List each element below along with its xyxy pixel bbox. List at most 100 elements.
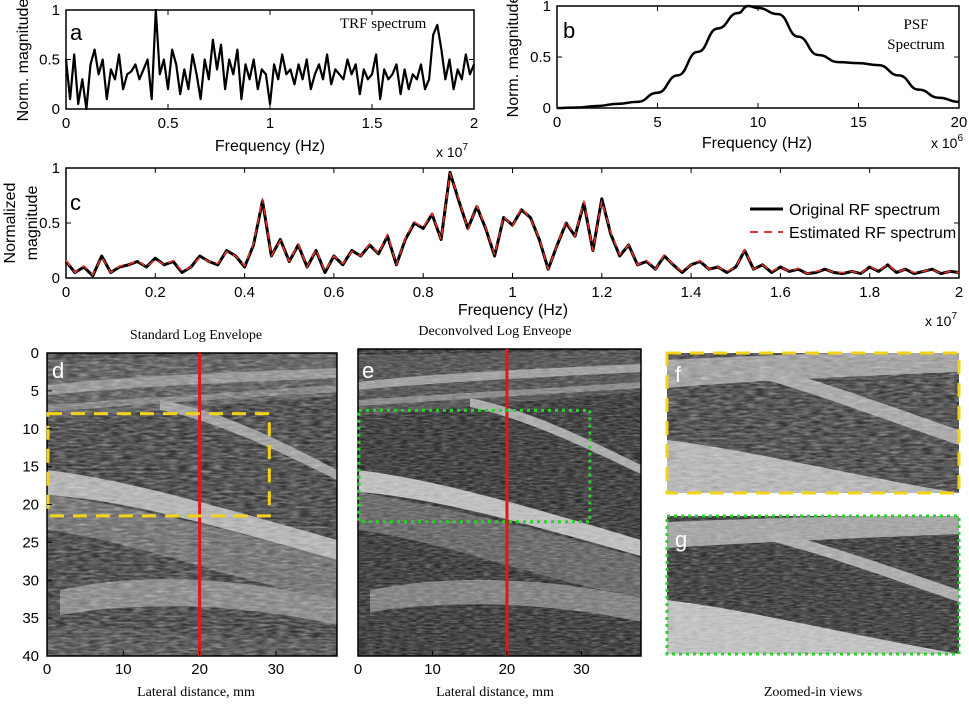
y-tick-label: 1: [52, 160, 60, 177]
x-tick-label: 15: [850, 114, 867, 131]
panel-d-xlabel: Lateral distance, mm: [137, 685, 255, 700]
panel-a-title: TRF spectrum: [340, 16, 427, 32]
x-tick-label: 20: [499, 661, 516, 678]
x-tick-label: 2: [955, 284, 963, 301]
x-tick-label: 0.4: [234, 284, 255, 301]
x-tick-label: 1.5: [362, 115, 383, 132]
panel-c-letter: c: [70, 190, 81, 215]
panel-b-x-ticks: 0 5 10 15 20: [553, 6, 968, 131]
x-tick-label: 0: [62, 115, 70, 132]
panel-e-image: [358, 349, 641, 656]
y-tick-label: 1: [543, 0, 551, 15]
panel-a-letter: a: [70, 20, 83, 45]
panel-d-letter: d: [52, 358, 64, 383]
panel-b-x-multiplier: x 106: [931, 133, 963, 151]
y-tick-label: 10: [22, 421, 39, 438]
panel-e: Deconvolved Log Enveope 0 10 20 30 e Latera…: [354, 324, 642, 700]
panel-d-image: [47, 353, 337, 656]
panel-e-letter: e: [362, 358, 374, 383]
panel-f: f: [665, 351, 961, 495]
panel-c: x 107 0 0.2 0.4 0.6 0.8 1 1.2 1.4 1.6 1.8 2 00.51 …: [2, 142, 963, 329]
x-tick-label: 1.2: [591, 284, 612, 301]
y-tick-label: 0: [52, 270, 60, 287]
panel-b-marks: [556, 4, 960, 110]
y-tick-label: 1: [52, 2, 60, 19]
x-tick-label: 30: [573, 661, 590, 678]
series-estimated-rf-line: [65, 172, 960, 276]
panel-e-overlay: [357, 349, 592, 656]
panel-c-ylabel-line-1: Normalized: [2, 183, 19, 264]
panel-f-image: [667, 353, 959, 493]
x-tick-label: 1.8: [859, 284, 880, 301]
roi-box: [357, 408, 592, 524]
x-tick-label: 0.2: [145, 284, 166, 301]
y-tick-label: 15: [22, 459, 39, 476]
y-tick-label: 0.5: [530, 49, 551, 66]
psf-spectrum-line: [556, 4, 960, 110]
panel-f-letter: f: [675, 362, 682, 387]
y-tick-label: 25: [22, 534, 39, 551]
panel-c-xlabel: Frequency (Hz): [458, 302, 568, 319]
panel-a: 0 0.5 1 1.5 2 00.51 a TRF spectrum Frequency…: [15, 0, 478, 155]
zoom-caption: Zoomed-in views: [764, 685, 862, 700]
panel-b-title-line-1: PSF: [903, 17, 928, 33]
y-tick-label: 0: [31, 345, 39, 362]
panel-d: Standard Log Envelope 0 10 20 30 0 5 10 15 20 25…: [22, 328, 338, 700]
panel-b-xlabel: Frequency (Hz): [702, 135, 812, 152]
panel-c-x-multiplier: x 107: [925, 311, 957, 329]
panel-a-x-ticks: 0 0.5 1 1.5 2: [62, 10, 478, 132]
panel-g: g: [665, 514, 961, 656]
panel-c-y-ticks: 00.51: [39, 160, 959, 287]
panel-d-y-ticks: 0 5 10 15 20 25 30 35 40: [22, 345, 52, 665]
panel-a-y-ticks: 00.51: [39, 2, 474, 118]
panel-g-letter: g: [675, 527, 687, 552]
panel-c-ylabel-line-2: magnitude: [24, 186, 41, 261]
x-tick-label: 1: [508, 284, 516, 301]
panel-c-top-multiplier: x 107: [436, 142, 468, 160]
panel-e-xlabel: Lateral distance, mm: [436, 685, 554, 700]
y-tick-label: 40: [22, 648, 39, 665]
panel-c-marks: [64, 170, 960, 278]
panel-e-frame: [357, 348, 642, 657]
panel-d-overlay: [46, 353, 271, 656]
y-tick-label: 0.5: [39, 215, 60, 232]
x-tick-label: 10: [424, 661, 441, 678]
x-tick-label: 0: [43, 661, 51, 678]
panel-b: 0 5 10 15 20 00.51 b PSF Spectrum Frequency …: [505, 0, 967, 152]
x-tick-label: 10: [750, 114, 767, 131]
x-tick-label: 0.5: [158, 115, 179, 132]
x-tick-label: 30: [268, 661, 285, 678]
x-tick-label: 5: [653, 114, 661, 131]
x-tick-label: 0: [553, 114, 561, 131]
legend-label-original: Original RF spectrum: [789, 202, 940, 219]
panel-c-legend: Original RF spectrum Estimated RF spectr…: [750, 202, 956, 242]
x-tick-label: 1: [266, 115, 274, 132]
legend-label-estimated: Estimated RF spectrum: [789, 225, 956, 242]
panel-d-x-ticks: 0 10 20 30: [43, 651, 284, 678]
panel-e-title: Deconvolved Log Enveope: [418, 324, 571, 339]
y-tick-label: 30: [22, 572, 39, 589]
panel-b-ylabel: Norm. magnitude: [505, 0, 522, 117]
x-tick-label: 0.8: [413, 284, 434, 301]
x-tick-label: 0: [354, 661, 362, 678]
y-tick-label: 0.5: [39, 52, 60, 69]
panel-b-y-ticks: 00.51: [530, 0, 959, 117]
panel-e-x-ticks: 0 10 20 30: [354, 651, 590, 678]
panel-c-x-ticks: 0 0.2 0.4 0.6 0.8 1 1.2 1.4 1.6 1.8 2: [62, 168, 963, 301]
panel-g-image: [667, 516, 959, 654]
panel-g-frame: [665, 514, 961, 656]
y-tick-label: 35: [22, 610, 39, 627]
y-tick-label: 0: [52, 101, 60, 118]
x-tick-label: 2: [470, 115, 478, 132]
x-tick-label: 1.6: [770, 284, 791, 301]
x-tick-label: 20: [191, 661, 208, 678]
panel-b-letter: b: [563, 18, 575, 43]
panel-d-title: Standard Log Envelope: [130, 328, 262, 343]
x-tick-label: 0.6: [323, 284, 344, 301]
y-tick-label: 5: [31, 383, 39, 400]
panel-b-title-line-2: Spectrum: [887, 37, 945, 53]
x-tick-label: 1.4: [681, 284, 702, 301]
panel-b-frame: [556, 5, 960, 109]
x-tick-label: 20: [951, 114, 968, 131]
panel-a-ylabel: Norm. magnitude: [15, 0, 32, 121]
